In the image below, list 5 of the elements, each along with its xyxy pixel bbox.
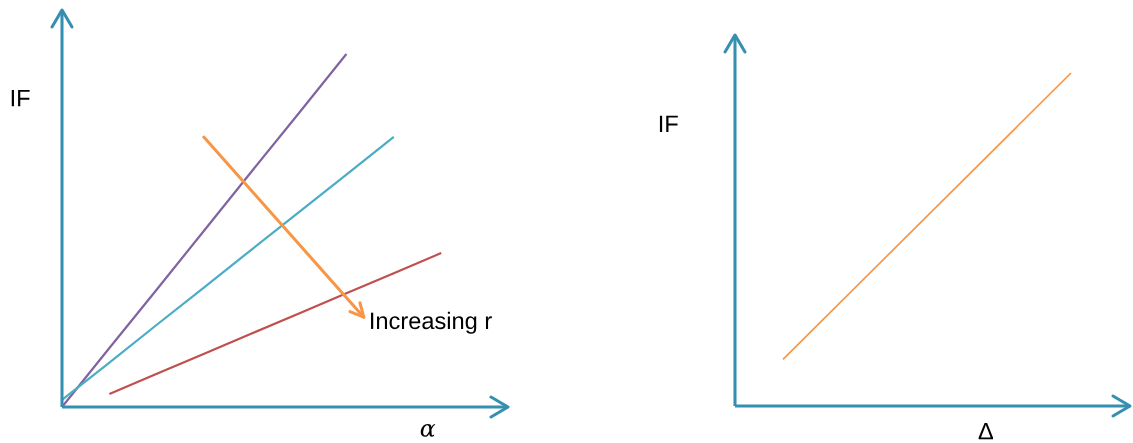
x-axis-title: α	[420, 423, 436, 437]
annotation: Increasing r	[371, 311, 492, 334]
y-axis-title: IF	[659, 115, 678, 132]
y-axis-title: IF	[11, 89, 30, 107]
x-axis-title: Δ	[978, 422, 993, 440]
